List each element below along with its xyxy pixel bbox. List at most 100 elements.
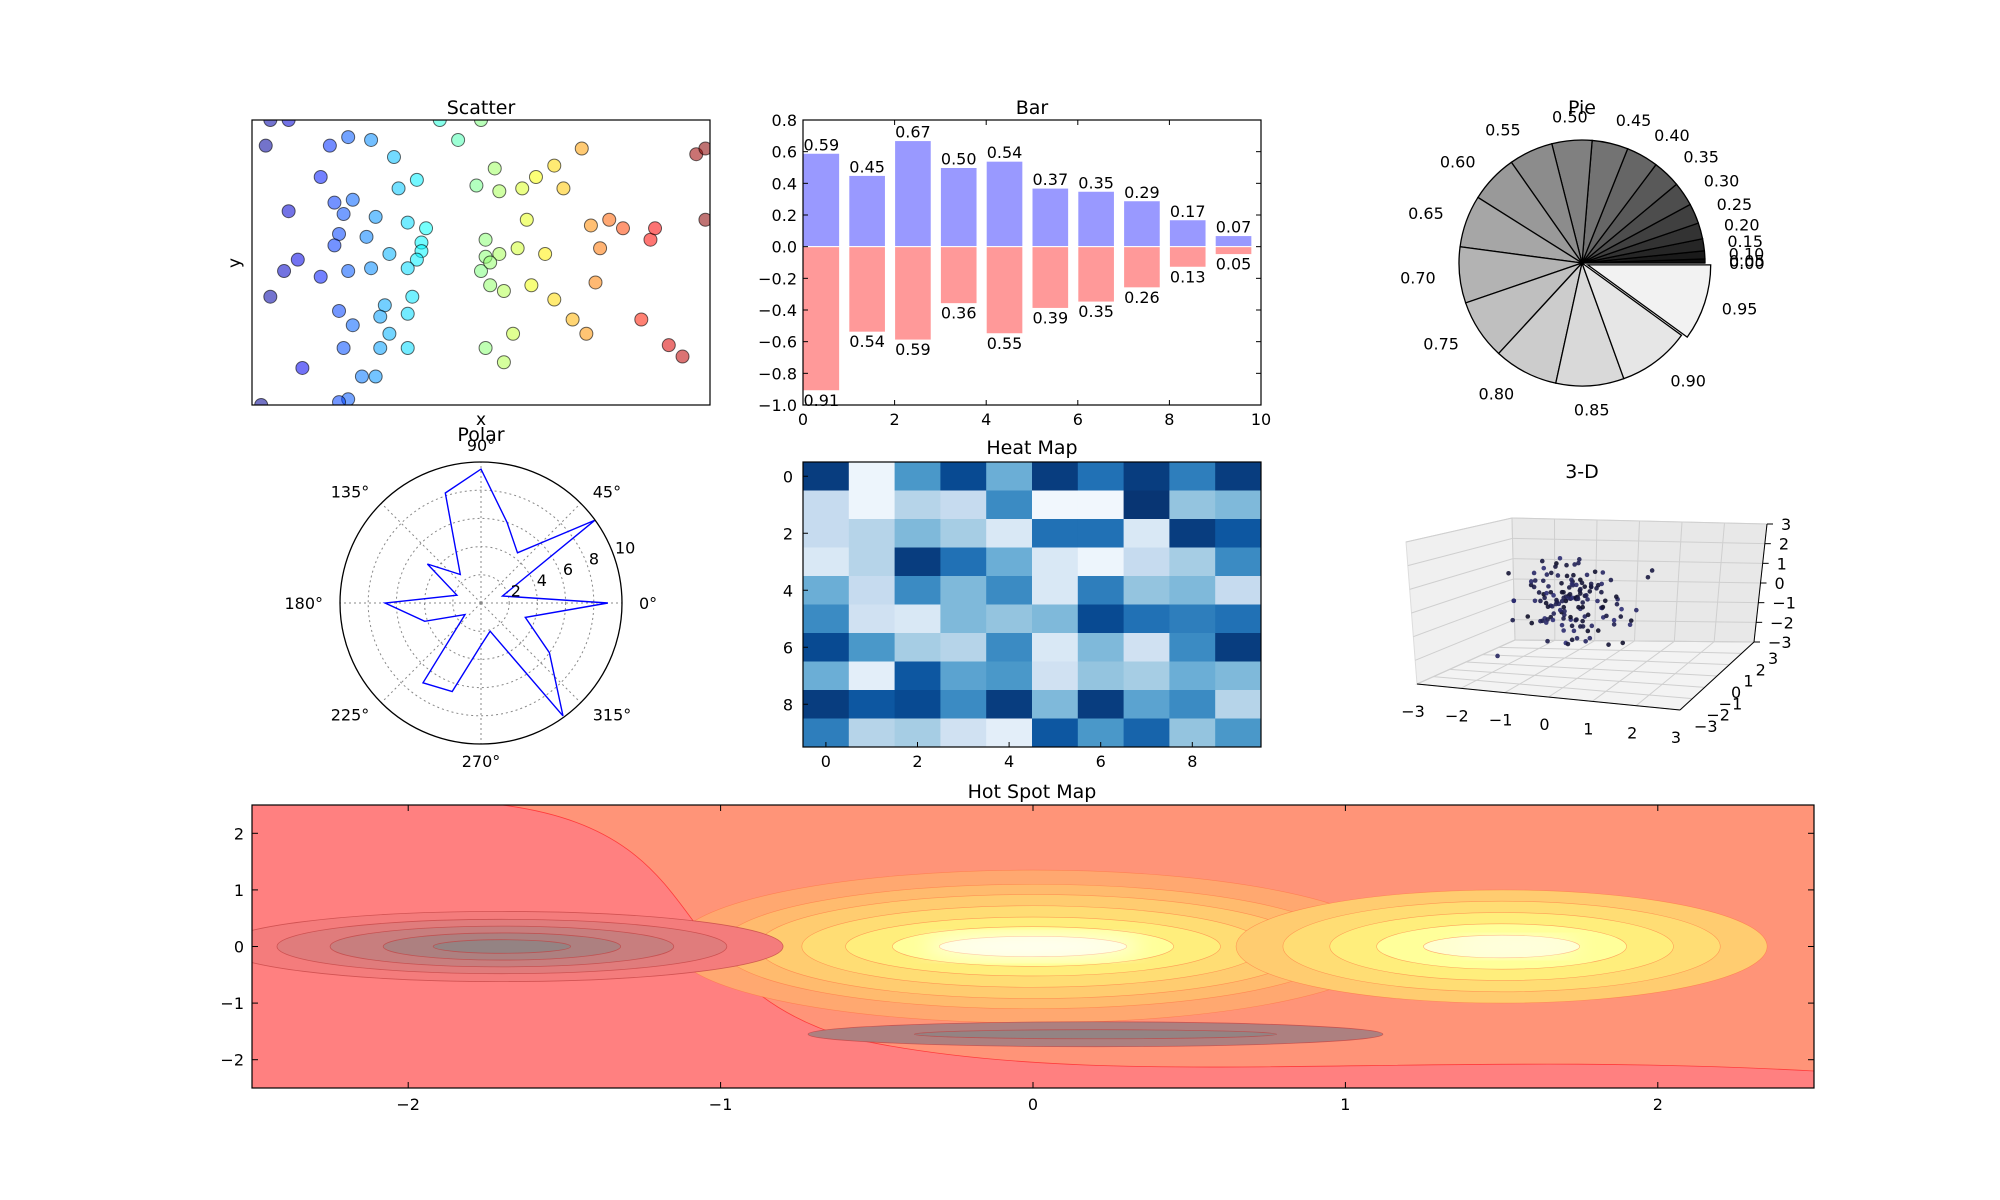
heatmap-cell — [848, 547, 896, 577]
scatter-point — [258, 138, 273, 153]
scatter-point — [588, 275, 603, 290]
pie-slice-label: 0.95 — [1722, 299, 1758, 318]
scatter-point — [368, 209, 383, 224]
heatmap-axes-frame — [802, 461, 1262, 748]
scatter3d-point — [1544, 572, 1550, 577]
bar-value-label: 0.29 — [1124, 183, 1160, 202]
bar-value-label: 0.39 — [1033, 308, 1069, 327]
scatter3d-xtick-label: −2 — [1445, 706, 1469, 725]
bar-rect — [1031, 246, 1070, 309]
scatter-point — [492, 246, 507, 261]
scatter3d-point — [1545, 638, 1550, 644]
scatter3d-point — [1555, 573, 1561, 578]
heatmap-cell — [1032, 462, 1079, 491]
bar-value-label: 0.55 — [987, 334, 1023, 353]
heatmap-panel: Heat Map 0 2 4 6 8 0 2 4 6 8 — [783, 437, 1262, 771]
heatmap-cell — [894, 547, 941, 577]
heatmap-cell — [1123, 718, 1170, 748]
heatmap-ytick-label: 8 — [783, 695, 793, 714]
scatter3d-point — [1611, 622, 1617, 627]
scatter3d-xtick-label: −1 — [1489, 711, 1513, 730]
polar-angle-label: 45° — [593, 482, 621, 501]
scatter3d-point — [1620, 640, 1626, 646]
scatter3d-point — [1579, 580, 1585, 586]
bar-ytick-label: 0.4 — [772, 174, 797, 193]
bar-value-label: 0.17 — [1170, 202, 1206, 221]
scatter3d-xtick-label: 2 — [1627, 724, 1637, 743]
heatmap-cell — [1077, 661, 1125, 691]
scatter3d-ytick-label: −2 — [1706, 706, 1730, 725]
bar-ytick-label: −0.6 — [758, 333, 797, 352]
heatmap-cell — [1032, 490, 1079, 520]
scatter3d-point — [1583, 638, 1588, 644]
heatmap-cell — [894, 661, 941, 691]
bar-rect — [802, 152, 841, 248]
hotspot-xtick-label: −2 — [396, 1095, 420, 1114]
scatter3d-grid-line — [1416, 639, 1516, 685]
scatter3d-point — [1529, 620, 1535, 626]
scatter-point — [474, 264, 488, 279]
bar-rect — [1168, 219, 1207, 248]
scatter3d-y-axis — [1679, 641, 1755, 711]
heatmap-ytick-label: 4 — [783, 581, 793, 600]
scatter3d-point — [1649, 568, 1655, 573]
polar-angle-label: 225° — [331, 706, 370, 725]
bar-xtick-label: 6 — [1073, 410, 1083, 429]
scatter3d-point — [1559, 580, 1564, 586]
bar-xtick-label: 4 — [981, 410, 991, 429]
polar-grid-ring — [452, 574, 510, 632]
scatter-point — [524, 278, 539, 293]
scatter3d-point — [1539, 558, 1545, 564]
scatter-point — [263, 120, 278, 127]
scatter3d-point — [1540, 578, 1546, 584]
heatmap-cell — [1077, 576, 1125, 605]
polar-angle-label: 135° — [331, 482, 370, 501]
scatter-point — [469, 178, 484, 193]
pie-slice-label: 0.85 — [1574, 401, 1610, 420]
scatter-point — [593, 241, 608, 256]
heatmap-cell — [1169, 690, 1216, 719]
heatmap-cell — [894, 519, 941, 548]
pie-slice-label: 0.50 — [1552, 108, 1588, 127]
scatter3d-xtick-label: 3 — [1671, 728, 1681, 747]
bar-value-label: 0.37 — [1033, 170, 1069, 189]
scatter3d-grid-line — [1498, 646, 1742, 654]
heatmap-cell — [1032, 690, 1079, 719]
scatter3d-xtick-label: 0 — [1539, 715, 1549, 734]
scatter3d-point — [1553, 601, 1559, 607]
heatmap-xtick-label: 4 — [1004, 752, 1014, 771]
polar-grid-spoke — [380, 502, 482, 604]
bar-ytick-label: −1.0 — [758, 396, 797, 415]
heatmap-cell — [894, 690, 941, 719]
scatter3d-ztick-label: 2 — [1779, 535, 1789, 554]
scatter3d-point — [1550, 617, 1556, 623]
bar-value-label: 0.59 — [895, 340, 931, 359]
scatter-point — [547, 158, 562, 173]
scatter-point — [391, 181, 406, 196]
scatter-point — [483, 278, 498, 293]
scatter3d-point — [1576, 560, 1581, 566]
scatter-point — [409, 252, 424, 267]
scatter-point — [254, 398, 269, 405]
scatter-point — [478, 341, 493, 355]
heatmap-cell — [1032, 576, 1079, 605]
heatmap-cell — [1169, 604, 1216, 634]
scatter-point — [341, 130, 356, 145]
scatter-point — [419, 221, 434, 236]
bar-axes-frame — [802, 119, 1262, 406]
hotspot-peak-glow — [923, 938, 1143, 955]
scatter3d-grid-line — [1514, 639, 1755, 643]
scatter3d-point — [1538, 598, 1543, 604]
scatter3d-point — [1545, 604, 1551, 610]
scatter3d-ztick-label: 0 — [1775, 574, 1785, 593]
scatter-ylabel: y — [225, 258, 245, 268]
scatter3d-xtick-label: 1 — [1583, 719, 1593, 738]
heatmap-cell — [1215, 604, 1262, 634]
polar-angle-label: 270° — [462, 752, 501, 771]
heatmap-cell — [1215, 690, 1262, 719]
heatmap-cells — [803, 462, 1262, 748]
heatmap-cell — [1215, 490, 1262, 520]
scatter-point — [556, 181, 571, 196]
scatter3d-point — [1577, 557, 1582, 562]
polar-radial-label: 2 — [511, 582, 521, 601]
